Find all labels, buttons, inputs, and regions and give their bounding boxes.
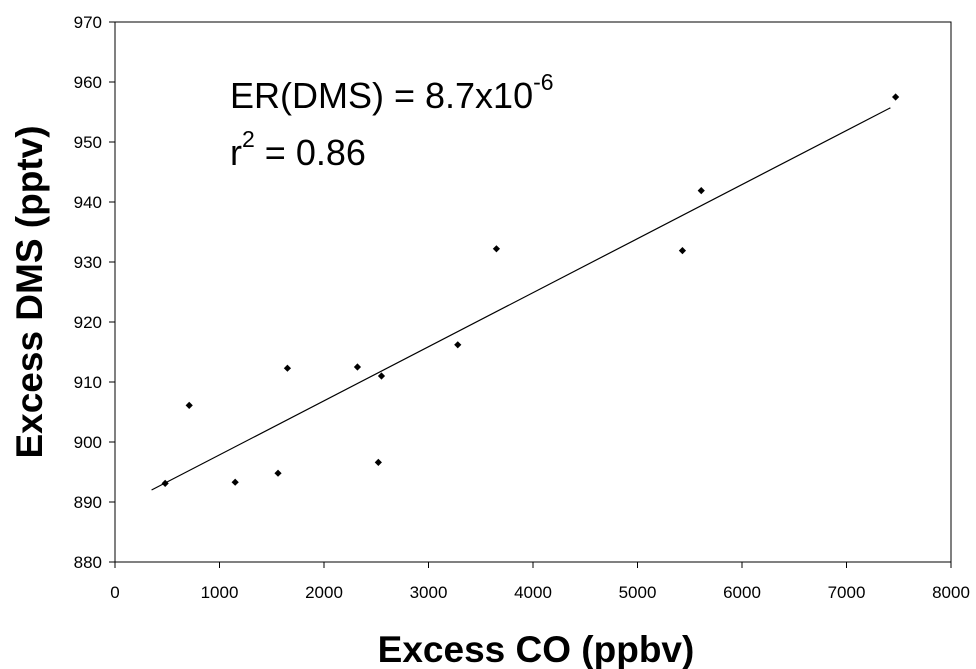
data-point bbox=[678, 247, 687, 255]
y-tick-label: 960 bbox=[74, 73, 102, 92]
x-tick-label: 6000 bbox=[723, 583, 761, 602]
data-point bbox=[185, 401, 193, 409]
x-tick-label: 3000 bbox=[410, 583, 448, 602]
x-tick-label: 2000 bbox=[305, 583, 343, 602]
data-point bbox=[231, 478, 239, 486]
x-tick-label: 8000 bbox=[932, 583, 970, 602]
x-tick-label: 5000 bbox=[619, 583, 657, 602]
y-tick-label: 940 bbox=[74, 193, 102, 212]
data-point bbox=[274, 469, 282, 477]
r-squared-annotation: r2 = 0.86 bbox=[230, 126, 366, 173]
data-point bbox=[283, 364, 292, 372]
data-point bbox=[374, 458, 382, 466]
data-point bbox=[161, 479, 169, 487]
y-tick-label: 950 bbox=[74, 133, 102, 152]
y-tick-label: 900 bbox=[74, 433, 102, 452]
data-points bbox=[161, 93, 900, 487]
y-tick-label: 920 bbox=[74, 313, 102, 332]
r-squared-base: r bbox=[230, 132, 242, 173]
y-tick-label: 970 bbox=[74, 13, 102, 32]
y-tick-label: 880 bbox=[74, 553, 102, 572]
x-tick-label: 0 bbox=[110, 583, 119, 602]
equation-base: ER(DMS) = 8.7x10 bbox=[230, 75, 533, 116]
equation-exponent: -6 bbox=[533, 69, 553, 95]
data-point bbox=[492, 245, 501, 253]
r-squared-exponent: 2 bbox=[242, 126, 255, 152]
data-point bbox=[892, 93, 900, 101]
data-point bbox=[454, 341, 462, 349]
y-ticks: 880 890 900 910 920 930 940 950 960 970 bbox=[74, 13, 115, 572]
y-tick-label: 890 bbox=[74, 493, 102, 512]
data-point bbox=[377, 372, 386, 380]
r-squared-value: = 0.86 bbox=[255, 132, 366, 173]
y-tick-label: 930 bbox=[74, 253, 102, 272]
x-axis-title: Excess CO (ppbv) bbox=[378, 629, 695, 669]
x-tick-label: 7000 bbox=[828, 583, 866, 602]
y-tick-label: 910 bbox=[74, 373, 102, 392]
x-tick-label: 4000 bbox=[514, 583, 552, 602]
y-axis-title: Excess DMS (pptv) bbox=[9, 125, 50, 458]
x-tick-label: 1000 bbox=[201, 583, 239, 602]
data-point bbox=[353, 363, 362, 371]
trend-line bbox=[151, 107, 891, 491]
x-ticks: 0 1000 2000 3000 4000 5000 6000 7000 8000 bbox=[110, 562, 970, 602]
equation-annotation: ER(DMS) = 8.7x10-6 bbox=[230, 69, 554, 116]
data-point bbox=[697, 187, 705, 195]
